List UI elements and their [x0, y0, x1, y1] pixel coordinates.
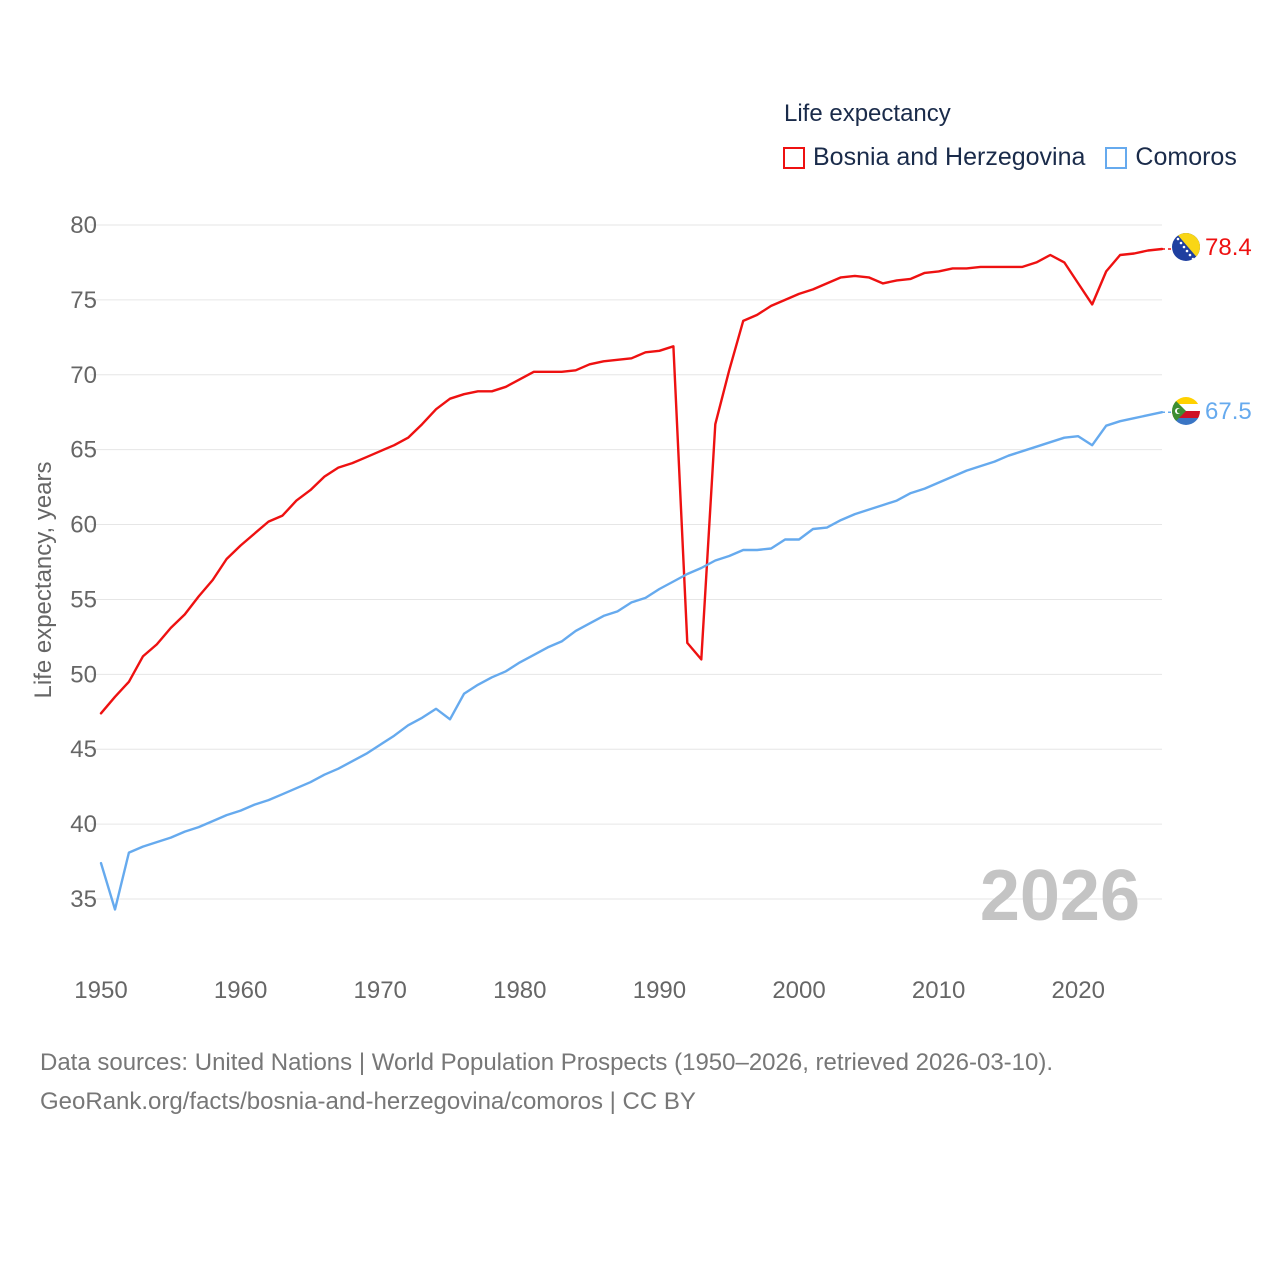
x-tick-label: 2000 — [772, 977, 825, 1004]
y-tick-label: 80 — [70, 212, 97, 239]
x-tick-label: 2020 — [1052, 977, 1105, 1004]
x-tick-label: 1950 — [74, 977, 127, 1004]
y-tick-label: 40 — [70, 811, 97, 838]
end-value-comoros: 67.5 — [1205, 398, 1252, 425]
x-tick-label: 1990 — [633, 977, 686, 1004]
footer: Data sources: United Nations | World Pop… — [40, 1043, 1053, 1121]
legend-swatch-bosnia — [783, 146, 805, 169]
y-tick-label: 50 — [70, 661, 97, 688]
end-value-bosnia: 78.4 — [1205, 234, 1252, 261]
y-axis-label: Life expectancy, years — [30, 461, 57, 698]
footer-sources: Data sources: United Nations | World Pop… — [40, 1049, 1054, 1076]
x-tick-label: 1970 — [354, 977, 407, 1004]
legend-item-comoros[interactable]: Comoros — [1105, 143, 1237, 172]
y-tick-label: 65 — [70, 437, 97, 464]
series-line-bosnia-and-herzegovina[interactable] — [99, 247, 1164, 715]
legend: Bosnia and Herzegovina Comoros — [783, 143, 1237, 172]
year-label: 2026 — [980, 856, 1140, 936]
comoros-flag-icon — [1172, 397, 1200, 425]
y-tick-label: 55 — [70, 586, 97, 613]
y-tick-label: 70 — [70, 362, 97, 389]
x-tick-label: 1980 — [493, 977, 546, 1004]
y-tick-label: 35 — [70, 886, 97, 913]
bosnia-flag-icon — [1172, 233, 1200, 261]
x-tick-label: 1960 — [214, 977, 267, 1004]
legend-title: Life expectancy — [784, 100, 951, 127]
legend-label-bosnia: Bosnia and Herzegovina — [813, 143, 1086, 171]
y-tick-label: 45 — [70, 736, 97, 763]
footer-link[interactable]: GeoRank.org/facts/bosnia-and-herzegovina… — [40, 1088, 696, 1115]
y-tick-label: 60 — [70, 512, 97, 539]
legend-swatch-comoros — [1105, 146, 1128, 169]
x-tick-label: 2010 — [912, 977, 965, 1004]
legend-label-comoros: Comoros — [1135, 143, 1237, 171]
y-tick-label: 75 — [70, 287, 97, 314]
series-line-comoros[interactable] — [99, 411, 1164, 911]
legend-item-bosnia[interactable]: Bosnia and Herzegovina — [783, 143, 1085, 172]
